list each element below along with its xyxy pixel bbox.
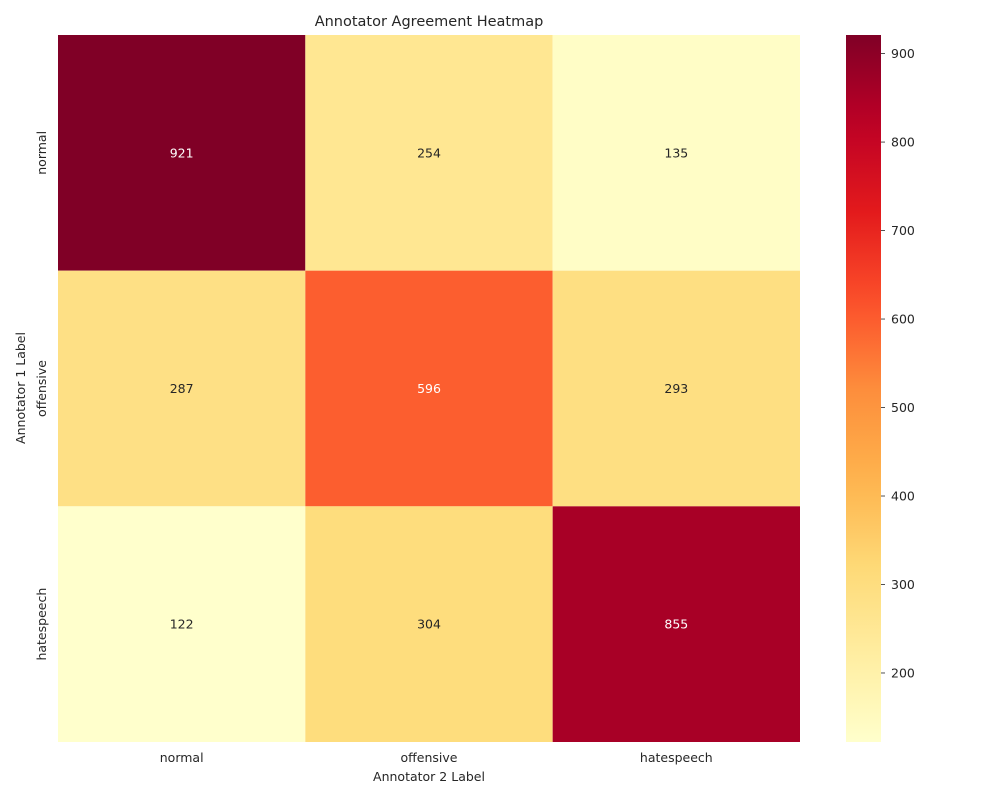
y-tick-label-normal: normal — [34, 131, 49, 175]
cell-value-label: 254 — [417, 145, 441, 160]
colorbar-tick-label: 800 — [891, 135, 915, 150]
heatmap-cell-normal-offensive — [305, 35, 553, 271]
heatmap-cell-hatespeech-offensive — [305, 506, 553, 742]
cell-value-label: 855 — [664, 617, 688, 632]
colorbar-tick-label: 200 — [891, 665, 915, 680]
colorbar: 200 300 400 500 600 700 800 900 — [846, 35, 915, 742]
colorbar-tick-label: 400 — [891, 489, 915, 504]
cell-value-label: 293 — [664, 381, 688, 396]
cell-value-label: 122 — [170, 617, 194, 632]
heatmap-cell-hatespeech-normal — [58, 506, 306, 742]
cell-value-label: 287 — [170, 381, 194, 396]
cell-value-label: 135 — [664, 145, 688, 160]
x-tick-label-offensive: offensive — [401, 750, 458, 765]
x-tick-label-hatespeech: hatespeech — [640, 750, 713, 765]
cell-value-label: 921 — [170, 145, 194, 160]
colorbar-tick-label: 600 — [891, 312, 915, 327]
y-axis-label: Annotator 1 Label — [13, 332, 28, 444]
x-axis-ticks: normal offensive hatespeech — [160, 750, 713, 765]
colorbar-tick-label: 900 — [891, 46, 915, 61]
colorbar-tick-label: 700 — [891, 223, 915, 238]
chart-title: Annotator Agreement Heatmap — [315, 14, 544, 30]
x-axis-label: Annotator 2 Label — [373, 769, 485, 784]
cell-value-label: 304 — [417, 617, 441, 632]
heatmap-cell-offensive-offensive — [305, 270, 553, 507]
colorbar-tick-label: 300 — [891, 577, 915, 592]
colorbar-tick-label: 500 — [891, 400, 915, 415]
y-axis-ticks: normal offensive hatespeech — [34, 131, 49, 661]
heatmap-cell-hatespeech-hatespeech — [552, 506, 800, 742]
heatmap-cell-offensive-normal — [58, 270, 306, 507]
cell-value-label: 596 — [417, 381, 441, 396]
y-tick-label-hatespeech: hatespeech — [34, 588, 49, 661]
x-tick-label-normal: normal — [160, 750, 204, 765]
heatmap-cell-offensive-hatespeech — [552, 270, 800, 507]
heatmap-cell-normal-normal — [58, 35, 306, 271]
colorbar-gradient — [846, 35, 881, 742]
y-tick-label-offensive: offensive — [34, 360, 49, 417]
heatmap-cells: 921 254 135 287 596 293 122 304 855 — [58, 35, 800, 742]
heatmap-cell-normal-hatespeech — [552, 35, 800, 271]
